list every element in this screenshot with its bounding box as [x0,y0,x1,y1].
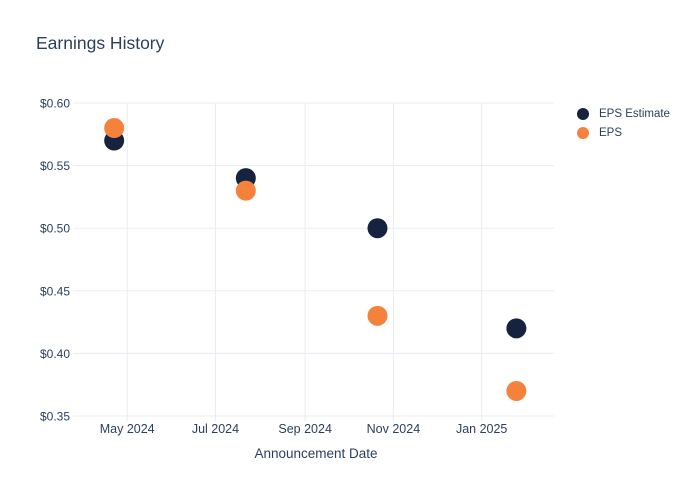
y-tick-label-1: $0.55 [40,159,70,173]
y-tick-label-2: $0.50 [40,222,70,236]
y-tick-label-5: $0.35 [40,410,70,424]
legend-item-eps-estimate[interactable]: EPS Estimate [577,104,670,123]
legend-marker-eps-icon [577,126,589,139]
data-point-eps-0[interactable] [104,118,125,139]
y-tick-label-4: $0.40 [40,347,70,361]
data-point-eps-3[interactable] [506,380,527,401]
x-tick-label-1: Jul 2024 [192,422,239,436]
y-tick-label-0: $0.60 [40,97,70,111]
y-tick-label-3: $0.45 [40,284,70,298]
x-tick-label-4: Jan 2025 [456,422,507,436]
data-point-eps-1[interactable] [235,180,256,201]
x-tick-label-3: Nov 2024 [367,422,421,436]
legend-label-eps: EPS [599,126,623,139]
x-tick-label-0: May 2024 [100,422,155,436]
x-tick-label-2: Sep 2024 [278,422,332,436]
legend-marker-eps-estimate-icon [577,107,589,120]
chart-title: Earnings History [36,33,165,53]
legend-label-eps-estimate: EPS Estimate [599,107,670,120]
data-point-eps-estimate-2[interactable] [367,218,388,239]
legend: EPS Estimate EPS [577,104,670,142]
x-axis-title: Announcement Date [254,446,378,461]
data-point-eps-estimate-3[interactable] [506,318,527,339]
legend-item-eps[interactable]: EPS [577,123,670,142]
data-point-eps-2[interactable] [367,305,388,326]
